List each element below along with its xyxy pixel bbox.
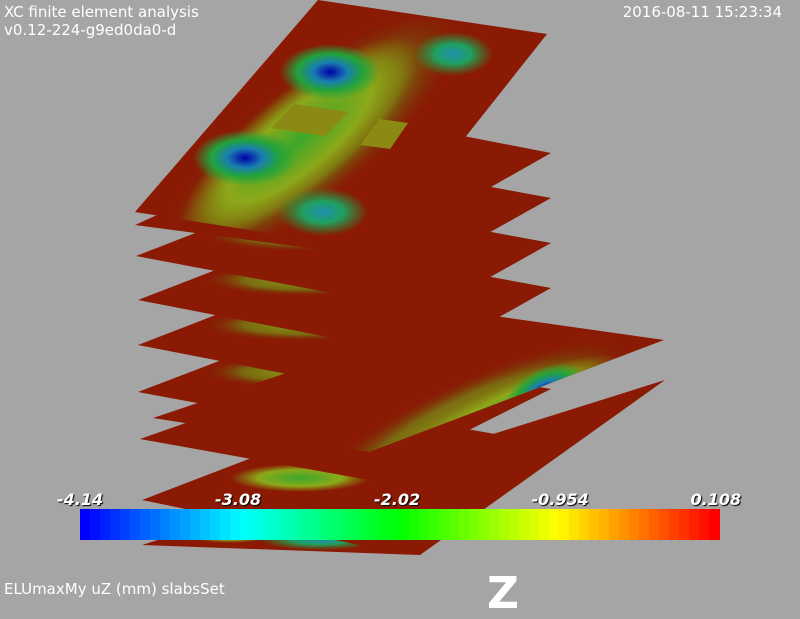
color-scale-segment: [379, 509, 391, 540]
color-scale-segment: [519, 509, 530, 540]
color-scale-segment: [209, 509, 221, 540]
color-scale-segment: [689, 509, 700, 540]
color-scale-segment: [399, 509, 411, 540]
color-scale-segment: [549, 509, 560, 540]
color-scale-segment: [119, 509, 131, 540]
color-scale-segment: [279, 509, 291, 540]
color-scale-segment: [709, 509, 720, 540]
color-scale-segment: [339, 509, 351, 540]
color-scale-segment: [409, 509, 421, 540]
result-caption: ELUmaxMy uZ (mm) slabsSet: [4, 580, 225, 598]
color-scale-segment: [609, 509, 620, 540]
color-scale-segment: [699, 509, 710, 540]
color-scale-segment: [419, 509, 431, 540]
color-scale-segment: [149, 509, 161, 540]
color-scale-segment: [589, 509, 600, 540]
slab-opening: [360, 119, 408, 149]
slab-opening: [271, 104, 349, 136]
color-scale-segment: [219, 509, 231, 540]
color-scale-segment: [199, 509, 211, 540]
color-scale-segment: [179, 509, 191, 540]
timestamp: 2016-08-11 15:23:34: [622, 3, 782, 21]
color-scale-segment: [289, 509, 301, 540]
color-scale-segment: [269, 509, 281, 540]
color-scale-segment: [579, 509, 590, 540]
color-scale-segment: [449, 509, 460, 540]
color-scale-segment: [309, 509, 321, 540]
color-scale-segment: [99, 509, 111, 540]
version-label: v0.12-224-g9ed0da0-d: [4, 21, 177, 39]
color-scale-segment: [189, 509, 201, 540]
color-scale-segment: [239, 509, 251, 540]
color-scale-segment: [159, 509, 171, 540]
color-scale-tick-label: -0.954: [531, 490, 589, 509]
color-scale-tick-label: 0.108: [690, 490, 742, 509]
color-scale-segment: [129, 509, 141, 540]
color-scale-segment: [619, 509, 630, 540]
color-scale-segment: [169, 509, 181, 540]
color-scale-tick-label: -3.08: [215, 490, 262, 509]
color-scale-bar: [80, 509, 720, 540]
color-scale-segment: [669, 509, 680, 540]
color-scale-segment: [509, 509, 520, 540]
color-scale-segment: [89, 509, 101, 540]
color-scale-segment: [329, 509, 341, 540]
axis-label: Z: [487, 568, 519, 619]
color-scale-segment: [529, 509, 540, 540]
color-scale-segment: [629, 509, 640, 540]
color-scale-segment: [679, 509, 690, 540]
color-scale-segment: [659, 509, 670, 540]
color-scale-segment: [229, 509, 241, 540]
app-title: XC finite element analysis: [4, 3, 199, 21]
color-scale-segment: [299, 509, 311, 540]
color-scale-segment: [489, 509, 500, 540]
color-scale-segment: [499, 509, 510, 540]
color-scale-segment: [319, 509, 331, 540]
color-scale-segment: [639, 509, 650, 540]
color-scale-tick-label: -4.14: [57, 490, 104, 509]
color-scale-segment: [359, 509, 371, 540]
color-scale-segment: [479, 509, 490, 540]
color-scale-segment: [249, 509, 261, 540]
color-scale-segment: [139, 509, 151, 540]
color-scale-segment: [349, 509, 361, 540]
color-scale-segment: [599, 509, 610, 540]
color-scale-segment: [369, 509, 381, 540]
header-info: XC finite element analysis v0.12-224-g9e…: [4, 3, 199, 39]
color-scale-segment: [649, 509, 660, 540]
color-scale-segment: [259, 509, 271, 540]
color-scale-segment: [109, 509, 121, 540]
color-scale-segment: [429, 509, 441, 540]
color-scale-segment: [559, 509, 570, 540]
slab-top: [135, 0, 547, 250]
color-scale-segment: [80, 509, 91, 540]
color-scale-segment: [389, 509, 401, 540]
color-scale-segment: [539, 509, 550, 540]
color-scale-tick-label: -2.02: [374, 490, 421, 509]
color-scale-segment: [439, 509, 451, 540]
color-scale-segment: [469, 509, 480, 540]
color-scale-segment: [569, 509, 580, 540]
color-scale-segment: [459, 509, 470, 540]
